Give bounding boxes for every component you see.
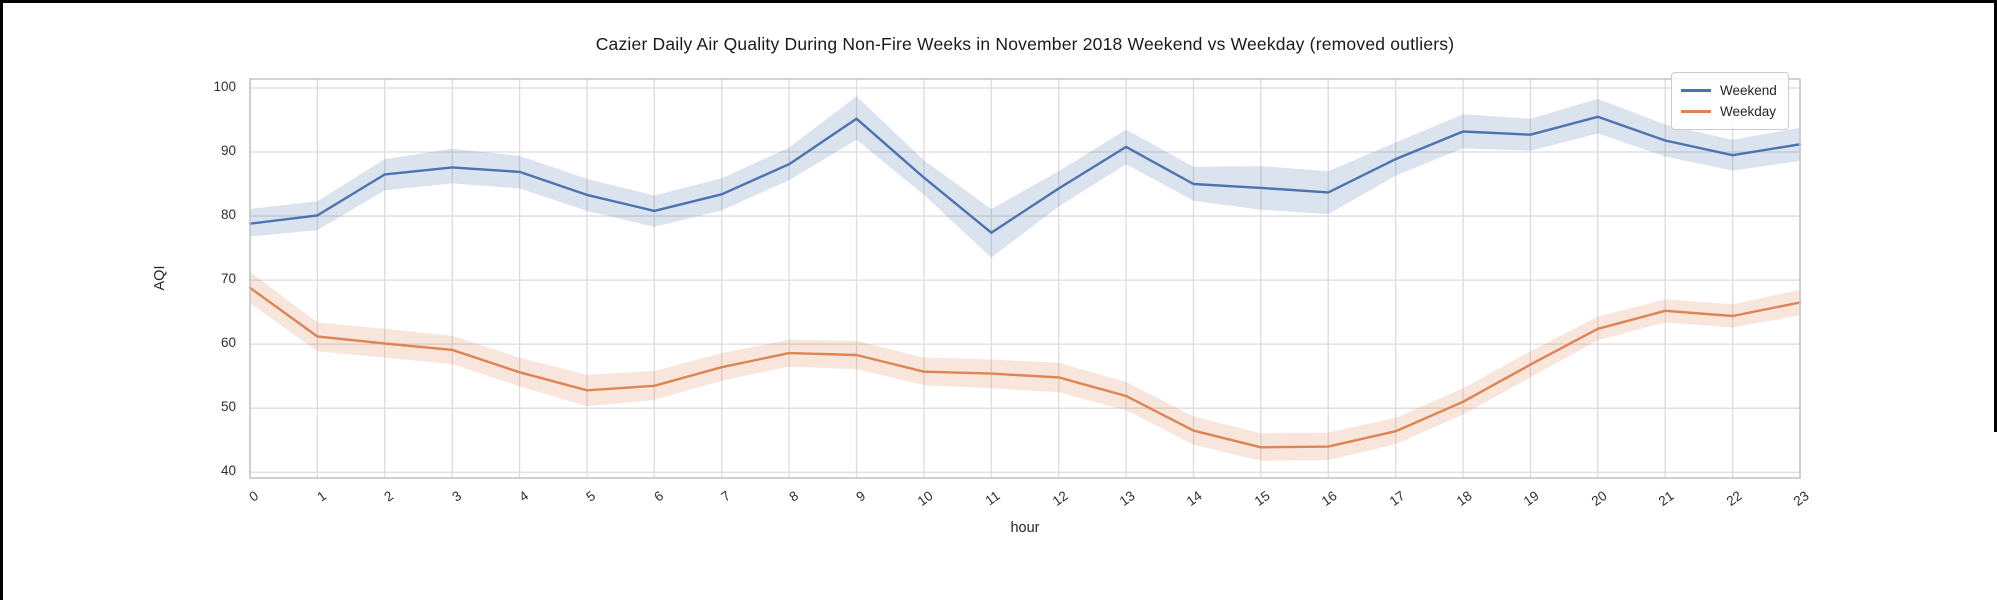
y-tick-label: 90 [220,143,236,158]
weekday-line-swatch [1681,110,1711,113]
weekday-confidence-band [250,271,1800,461]
window-frame-right [1994,0,1997,432]
legend-item-weekday: Weekday [1681,101,1777,122]
weekday-line [248,286,1802,449]
legend-label-weekend: Weekend [1720,83,1777,98]
y-tick-label: 40 [220,463,236,479]
window-frame-left [0,0,3,600]
chart-title: Cazier Daily Air Quality During Non-Fire… [595,34,1455,54]
y-tick-label: 50 [220,399,236,415]
y-tick-label: 80 [220,207,236,223]
x-axis-label: hour [1010,520,1040,536]
legend-label-weekday: Weekday [1720,104,1777,119]
y-tick-label: 60 [220,335,236,351]
weekend-confidence-band [250,96,1800,258]
window-frame-top [0,0,1997,3]
weekend-line-swatch [1681,89,1711,92]
legend-item-weekend: Weekend [1681,80,1777,101]
y-tick-label: 70 [220,271,236,287]
weekend-line [248,115,1802,234]
plot-border [249,78,1801,479]
legend: Weekend Weekday [1671,72,1789,130]
y-tick-label: 100 [213,78,236,94]
